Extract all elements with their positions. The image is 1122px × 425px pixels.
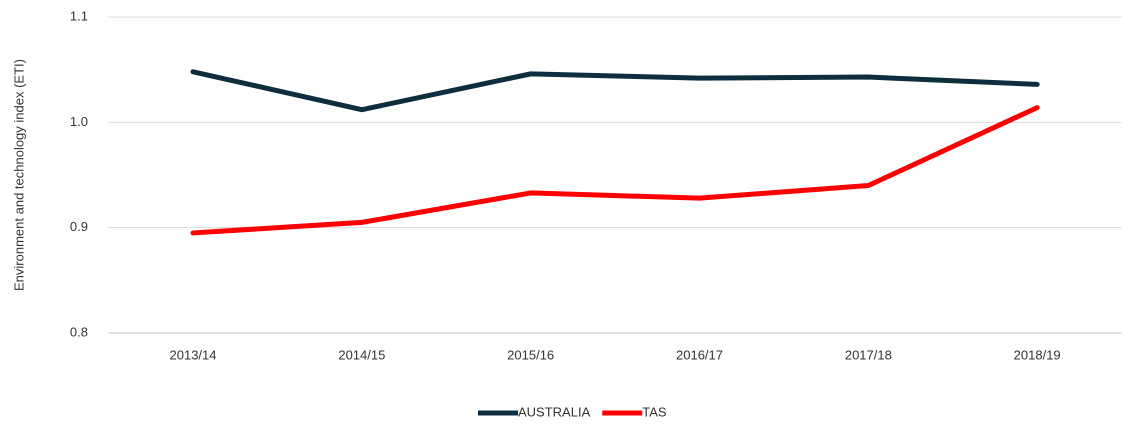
- series-line: [190, 69, 1040, 113]
- y-tick-label: 1.0: [70, 114, 88, 129]
- x-tick-label: 2017/18: [845, 347, 892, 362]
- x-tick-label: 2018/19: [1014, 347, 1061, 362]
- y-tick-label: 0.9: [70, 219, 88, 234]
- legend-label: TAS: [642, 404, 667, 419]
- x-tick-label: 2014/15: [338, 347, 385, 362]
- x-tick-label: 2015/16: [507, 347, 554, 362]
- y-tick-label: 1.1: [70, 8, 88, 23]
- y-tick-label: 0.8: [70, 324, 88, 339]
- x-tick-label: 2016/17: [676, 347, 723, 362]
- y-axis-label: Environment and technology index (ETI): [11, 59, 26, 291]
- series-line: [190, 105, 1040, 236]
- x-tick-label: 2013/14: [170, 347, 217, 362]
- legend-label: AUSTRALIA: [518, 404, 591, 419]
